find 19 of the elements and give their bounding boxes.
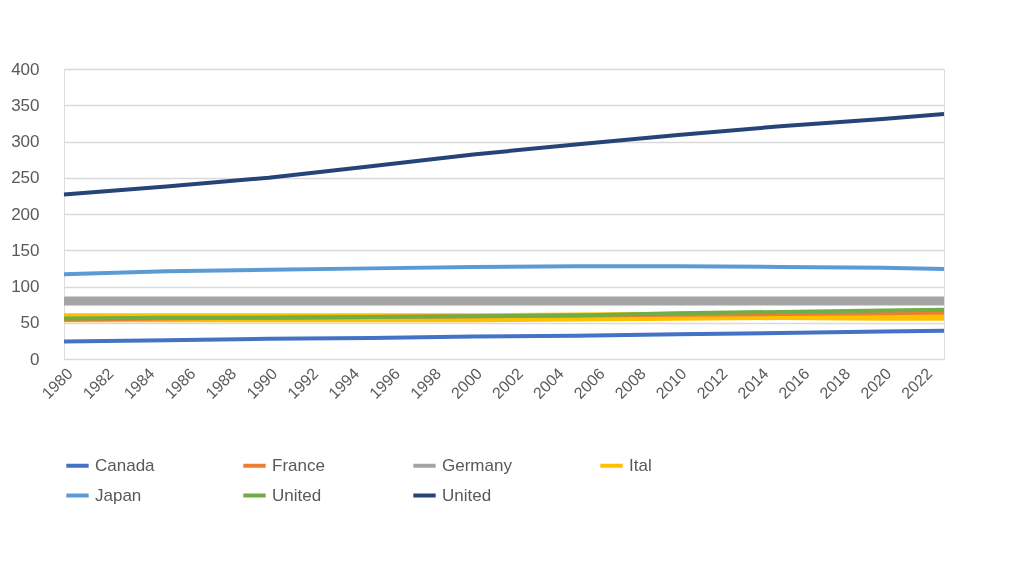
y-tick-label: 400 [11, 59, 40, 79]
y-tick-label: 300 [11, 132, 40, 151]
legend-label: Canada [95, 455, 156, 475]
legend-label: United [442, 485, 492, 505]
y-tick-label: 0 [30, 349, 40, 369]
line-series [62, 264, 946, 277]
legend-label: Ital [629, 455, 652, 475]
y-tick-label: 350 [11, 95, 40, 115]
y-tick-label: 250 [11, 168, 40, 188]
y-tick-label: 150 [11, 240, 40, 260]
y-tick-label: 200 [11, 204, 40, 224]
line-series [62, 111, 946, 197]
legend-label: France [272, 455, 325, 475]
legend-label: Germany [442, 455, 513, 475]
legend-label: United [272, 485, 322, 505]
y-tick-label: 100 [11, 277, 40, 296]
y-tick-label: 50 [20, 313, 40, 333]
line-series [62, 328, 946, 344]
legend-label: Japan [95, 485, 142, 505]
